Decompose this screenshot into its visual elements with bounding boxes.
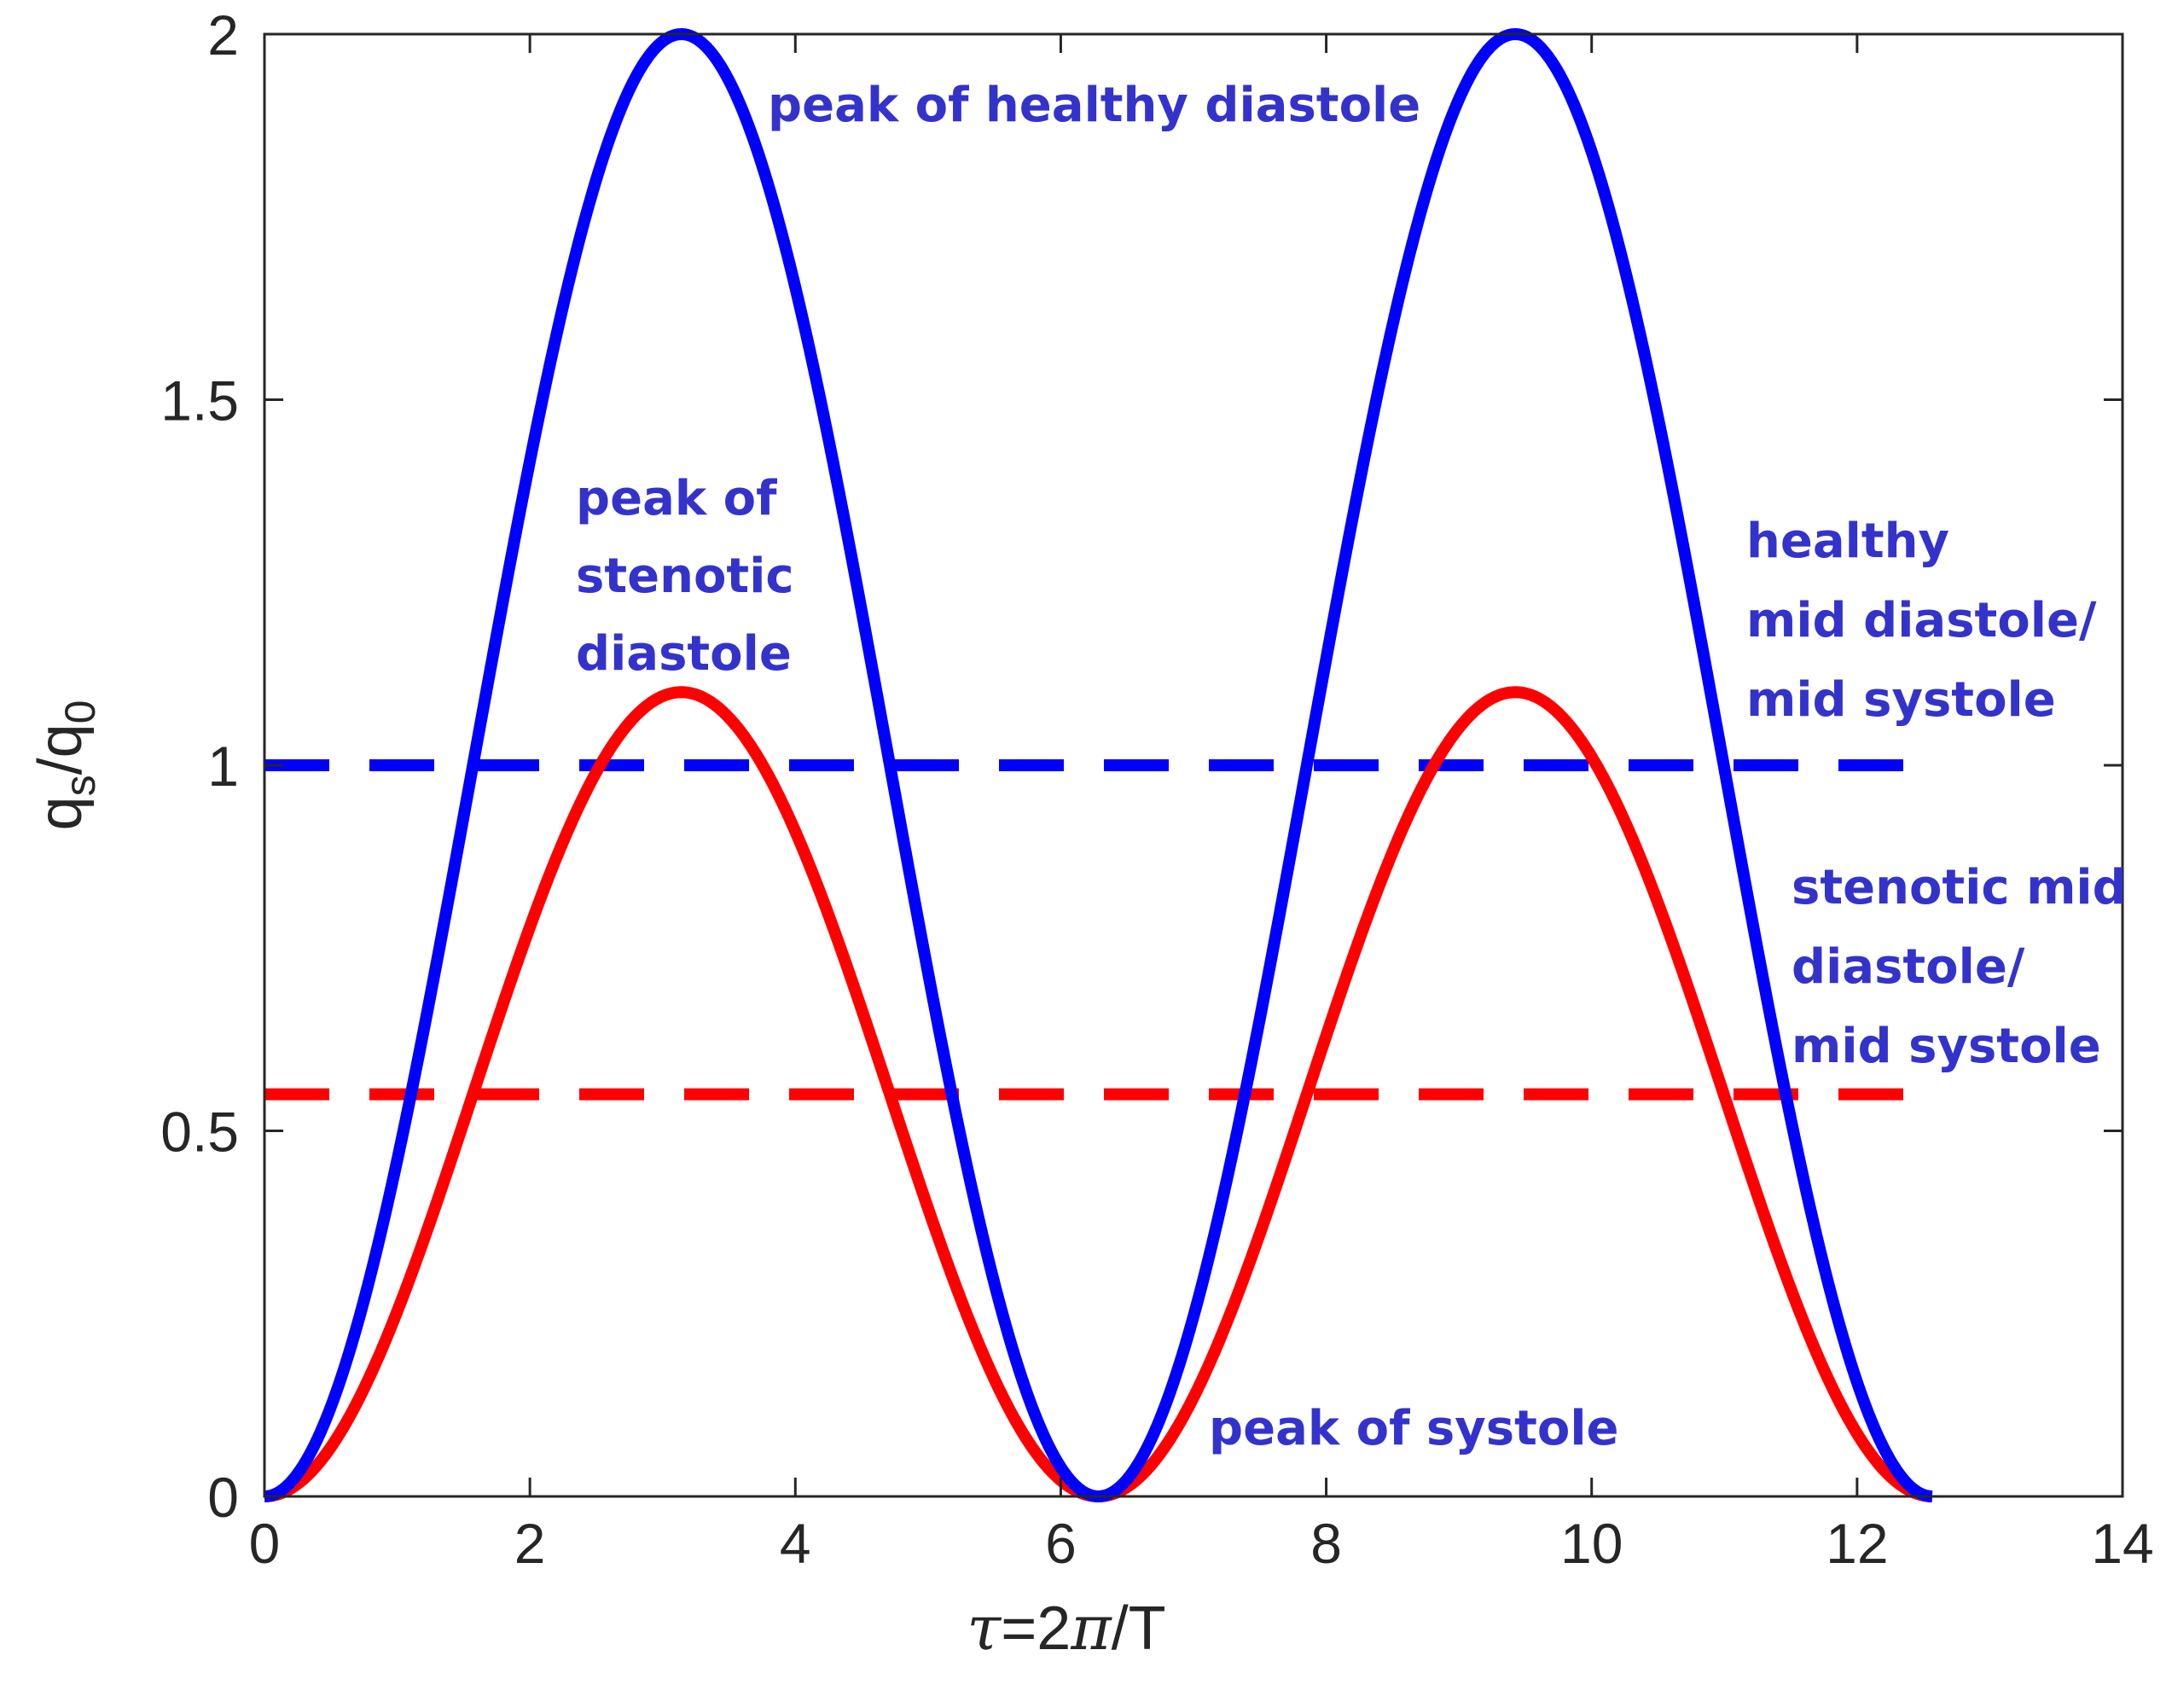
y-label-sub-0: 0 (56, 700, 104, 724)
x-tick-label: 0 (249, 1512, 281, 1575)
annotation-peak-healthy-diastole: peak of healthy diastole (768, 78, 1420, 133)
annotation-stenotic-mid: stenotic mid diastole/mid systole (1792, 860, 2127, 1074)
annotation-healthy-mid: healthy mid diastole/mid systole (1746, 514, 2097, 728)
x-tick-label: 6 (1045, 1512, 1077, 1575)
x-tick-label: 2 (514, 1512, 546, 1575)
annotation-line: diastole/ (1792, 939, 2025, 995)
y-label-slash-q: /q (26, 723, 95, 775)
x-label-part-b: /T (1112, 1595, 1166, 1663)
x-tick-label: 4 (780, 1512, 811, 1575)
annotation-line: mid diastole/ (1746, 593, 2097, 648)
y-tick-label: 1 (207, 735, 239, 798)
x-tick-label: 12 (1826, 1512, 1888, 1575)
annotation-line: peak of (576, 471, 777, 526)
y-tick-label: 0 (207, 1466, 239, 1529)
annotation-line: peak of systole (1209, 1401, 1619, 1456)
x-label-pi: π (1070, 1592, 1112, 1664)
annotation-line: healthy (1746, 514, 1949, 569)
tick-layer: 0 2 4 6 8 10 12 14 0 0.5 1 1.5 2 (160, 3, 2153, 1575)
annotation-line: mid systole (1746, 672, 2056, 728)
y-axis-label: qs/q0 (26, 700, 104, 831)
y-label-sub-s: s (56, 775, 104, 796)
x-tick-label: 10 (1560, 1512, 1623, 1575)
annotation-line: peak of healthy diastole (768, 78, 1420, 133)
y-label-q: q (26, 796, 95, 830)
y-tick-label: 1.5 (160, 369, 239, 433)
annotation-peak-stenotic-diastole: peak of stenotic diastole (576, 471, 794, 682)
annotation-line: diastole (576, 626, 792, 682)
annotation-line: stenotic (576, 549, 794, 604)
annotation-layer: peak of healthy diastole peak of stenotic d… (576, 78, 2127, 1456)
annotation-peak-systole: peak of systole (1209, 1401, 1619, 1456)
annotation-line: stenotic mid (1792, 860, 2127, 915)
x-label-part-a: =2 (1001, 1595, 1071, 1663)
annotation-line: mid systole (1792, 1019, 2101, 1074)
y-tick-label: 2 (207, 3, 239, 67)
x-label-tau: τ (967, 1592, 1002, 1664)
x-tick-label: 8 (1310, 1512, 1342, 1575)
x-tick-label: 14 (2091, 1512, 2153, 1575)
y-tick-label: 0.5 (160, 1101, 239, 1164)
x-axis-label: τ=2π/T (967, 1592, 1165, 1664)
